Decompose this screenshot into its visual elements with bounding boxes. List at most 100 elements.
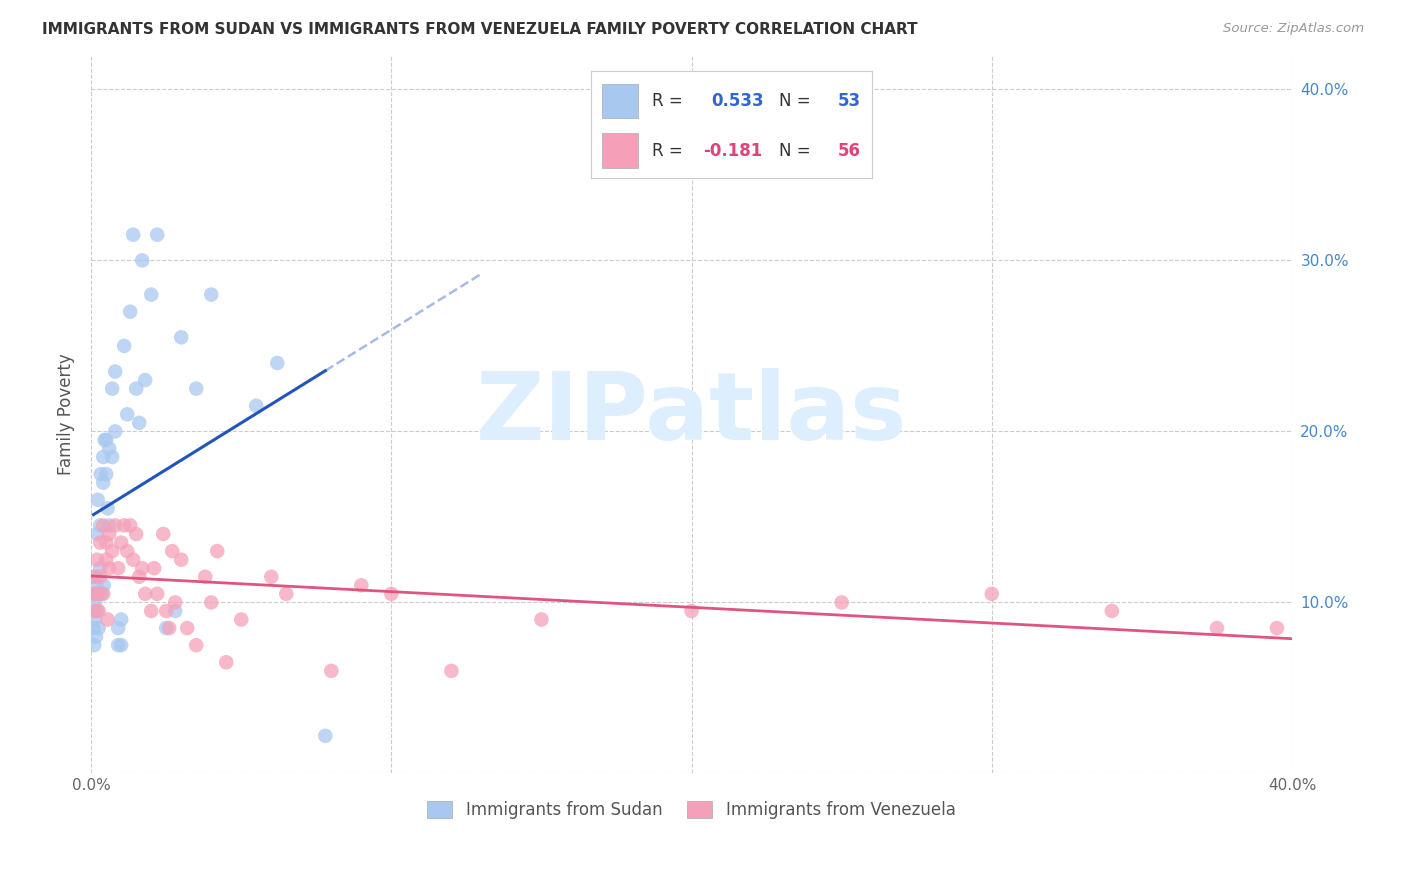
Point — [89, 570, 111, 584]
Point — [200, 287, 222, 301]
Point — [107, 621, 129, 635]
Point — [321, 664, 343, 678]
Text: R =: R = — [652, 142, 689, 160]
Point — [104, 425, 127, 439]
Point — [98, 561, 121, 575]
Point — [125, 382, 148, 396]
Point — [831, 595, 853, 609]
Point — [260, 570, 283, 584]
Text: Source: ZipAtlas.com: Source: ZipAtlas.com — [1223, 22, 1364, 36]
Text: 56: 56 — [838, 142, 860, 160]
Point — [101, 544, 124, 558]
Point — [115, 544, 138, 558]
Point — [91, 450, 114, 464]
Text: R =: R = — [652, 93, 689, 111]
Point — [112, 339, 135, 353]
Point — [86, 527, 108, 541]
Point — [122, 552, 145, 566]
Point — [155, 604, 177, 618]
Point — [134, 373, 156, 387]
Point — [112, 518, 135, 533]
Point — [83, 604, 105, 618]
Point — [104, 365, 127, 379]
Point — [200, 595, 222, 609]
Text: ZIPatlas: ZIPatlas — [475, 368, 907, 460]
Point — [380, 587, 402, 601]
Text: 0.533: 0.533 — [711, 93, 763, 111]
Point — [115, 407, 138, 421]
Point — [160, 544, 183, 558]
Point — [91, 587, 114, 601]
FancyBboxPatch shape — [602, 134, 638, 168]
Point — [104, 518, 127, 533]
Point — [93, 433, 115, 447]
Point — [152, 527, 174, 541]
Point — [96, 535, 118, 549]
Point — [91, 518, 114, 533]
Point — [146, 587, 169, 601]
Point — [101, 450, 124, 464]
Text: N =: N = — [779, 142, 815, 160]
Point — [91, 475, 114, 490]
Point — [231, 613, 253, 627]
Point — [84, 578, 107, 592]
Point — [101, 382, 124, 396]
Point — [165, 604, 187, 618]
Point — [207, 544, 229, 558]
Point — [146, 227, 169, 242]
Point — [215, 655, 238, 669]
Point — [125, 527, 148, 541]
Point — [83, 613, 105, 627]
Point — [93, 578, 115, 592]
Point — [83, 621, 105, 635]
Point — [110, 535, 132, 549]
Point — [90, 467, 112, 482]
FancyBboxPatch shape — [602, 84, 638, 119]
Point — [90, 587, 112, 601]
Point — [120, 518, 142, 533]
Point — [97, 613, 120, 627]
Y-axis label: Family Poverty: Family Poverty — [58, 353, 75, 475]
Point — [86, 587, 108, 601]
Point — [128, 570, 150, 584]
Point — [107, 638, 129, 652]
Point — [128, 416, 150, 430]
Point — [107, 561, 129, 575]
Point — [96, 433, 118, 447]
Point — [110, 638, 132, 652]
Point — [87, 587, 110, 601]
Point — [440, 664, 463, 678]
Point — [87, 621, 110, 635]
Point — [87, 604, 110, 618]
Point — [87, 492, 110, 507]
Point — [98, 527, 121, 541]
Point — [186, 382, 208, 396]
Point — [165, 595, 187, 609]
Point — [96, 552, 118, 566]
Point — [83, 587, 105, 601]
Point — [83, 570, 105, 584]
Point — [176, 621, 198, 635]
Point — [194, 570, 217, 584]
Point — [143, 561, 166, 575]
Point — [245, 399, 267, 413]
Point — [84, 595, 107, 609]
Point — [170, 552, 193, 566]
Point — [131, 253, 153, 268]
Point — [84, 630, 107, 644]
Point — [530, 613, 553, 627]
Point — [134, 587, 156, 601]
Point — [84, 604, 107, 618]
Point — [155, 621, 177, 635]
Point — [98, 518, 121, 533]
Point — [314, 729, 336, 743]
Point — [141, 604, 163, 618]
Point — [96, 467, 118, 482]
Point — [141, 287, 163, 301]
Point — [980, 587, 1002, 601]
Point — [110, 613, 132, 627]
Point — [131, 561, 153, 575]
Point — [1206, 621, 1229, 635]
Point — [157, 621, 180, 635]
Point — [1101, 604, 1123, 618]
